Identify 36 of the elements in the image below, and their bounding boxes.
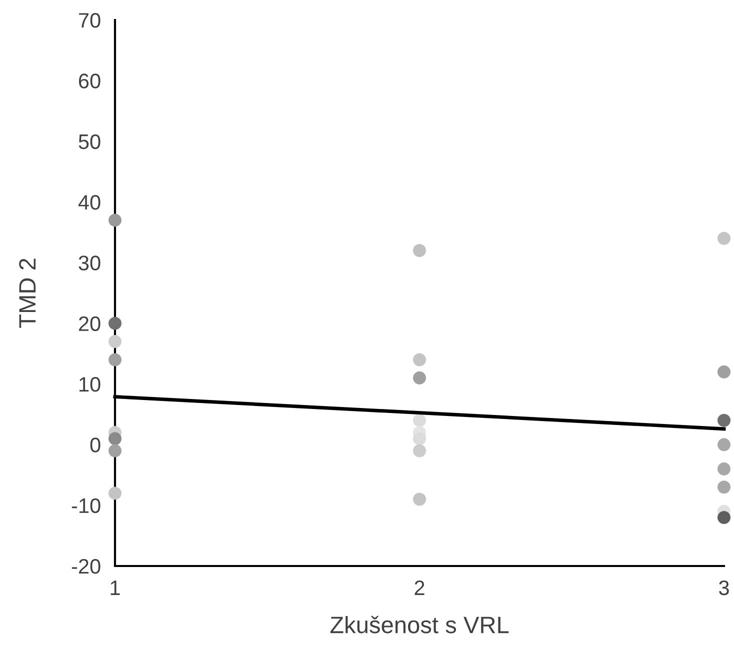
point: [412, 432, 426, 446]
point: [108, 316, 122, 330]
y-tick-label: 40: [78, 195, 100, 210]
point: [108, 486, 122, 500]
point: [108, 214, 122, 227]
y-tick-label: 0: [90, 438, 100, 452]
point: [412, 492, 426, 506]
point: [412, 244, 426, 258]
point: [108, 335, 122, 348]
point: [717, 232, 731, 245]
y-tick-label: 70: [79, 13, 100, 28]
x-tick-label: 1: [110, 580, 120, 595]
y-tick-label: 10: [80, 377, 100, 392]
y-tick-label: 60: [79, 74, 100, 88]
point: [108, 444, 122, 458]
y-axis-title: TMD 2: [19, 258, 36, 328]
point: [412, 371, 426, 384]
point: [108, 353, 122, 366]
point: [108, 432, 122, 446]
point: [717, 414, 731, 427]
point: [412, 444, 426, 458]
y-tick-label: 50: [78, 134, 100, 150]
point: [717, 480, 731, 494]
point: [717, 438, 731, 452]
point: [717, 462, 731, 476]
y-tick-label: 20: [78, 316, 100, 332]
y-tick-label: -10: [72, 498, 100, 514]
point: [717, 510, 731, 524]
x-tick-label: 2: [414, 580, 424, 595]
y-tick-label: -20: [72, 559, 100, 574]
point: [412, 353, 426, 366]
point: [412, 414, 426, 427]
x-axis-title: Zkušenost s VRL: [330, 616, 509, 634]
point: [717, 365, 731, 378]
y-tick-label: 30: [78, 256, 100, 270]
x-tick-label: 3: [719, 580, 729, 596]
